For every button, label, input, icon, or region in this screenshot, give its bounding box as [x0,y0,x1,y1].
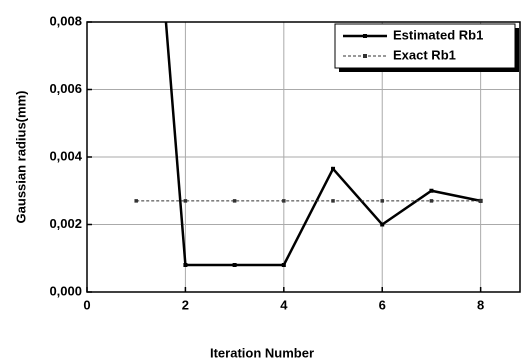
y-tick-label: 0,006 [49,81,82,96]
point [478,199,483,203]
point [380,222,385,227]
point [331,166,336,171]
legend-marker [363,34,367,38]
point [429,199,434,203]
plot-frame [86,21,521,293]
y-tick-label: 0,004 [49,148,82,163]
point [183,263,188,267]
point [183,199,188,203]
plot-area [134,22,483,267]
x-tick-label: 4 [280,297,288,312]
legend-box [334,23,516,69]
y-tick-label: 0,000 [49,283,82,298]
point [232,263,237,267]
x-tick-label: 0 [83,297,90,312]
point [331,199,335,203]
y-axis-label: Gaussian radius(mm) [13,91,28,224]
point [429,188,434,193]
x-tick-label: 8 [477,297,484,312]
x-axis-label: Iteration Number [210,345,314,360]
x-tick-label: 6 [379,297,386,312]
point [134,199,138,203]
legend-marker [363,54,367,58]
legend-label: Exact Rb1 [393,47,456,62]
series-line [164,22,481,267]
point [281,263,286,267]
x-tick-label: 2 [182,297,189,312]
point [232,199,237,203]
legend-label: Estimated Rb1 [393,27,483,42]
y-tick-label: 0,002 [49,216,82,231]
point [282,199,286,203]
y-tick-label: 0,008 [49,13,82,28]
point [380,199,384,203]
